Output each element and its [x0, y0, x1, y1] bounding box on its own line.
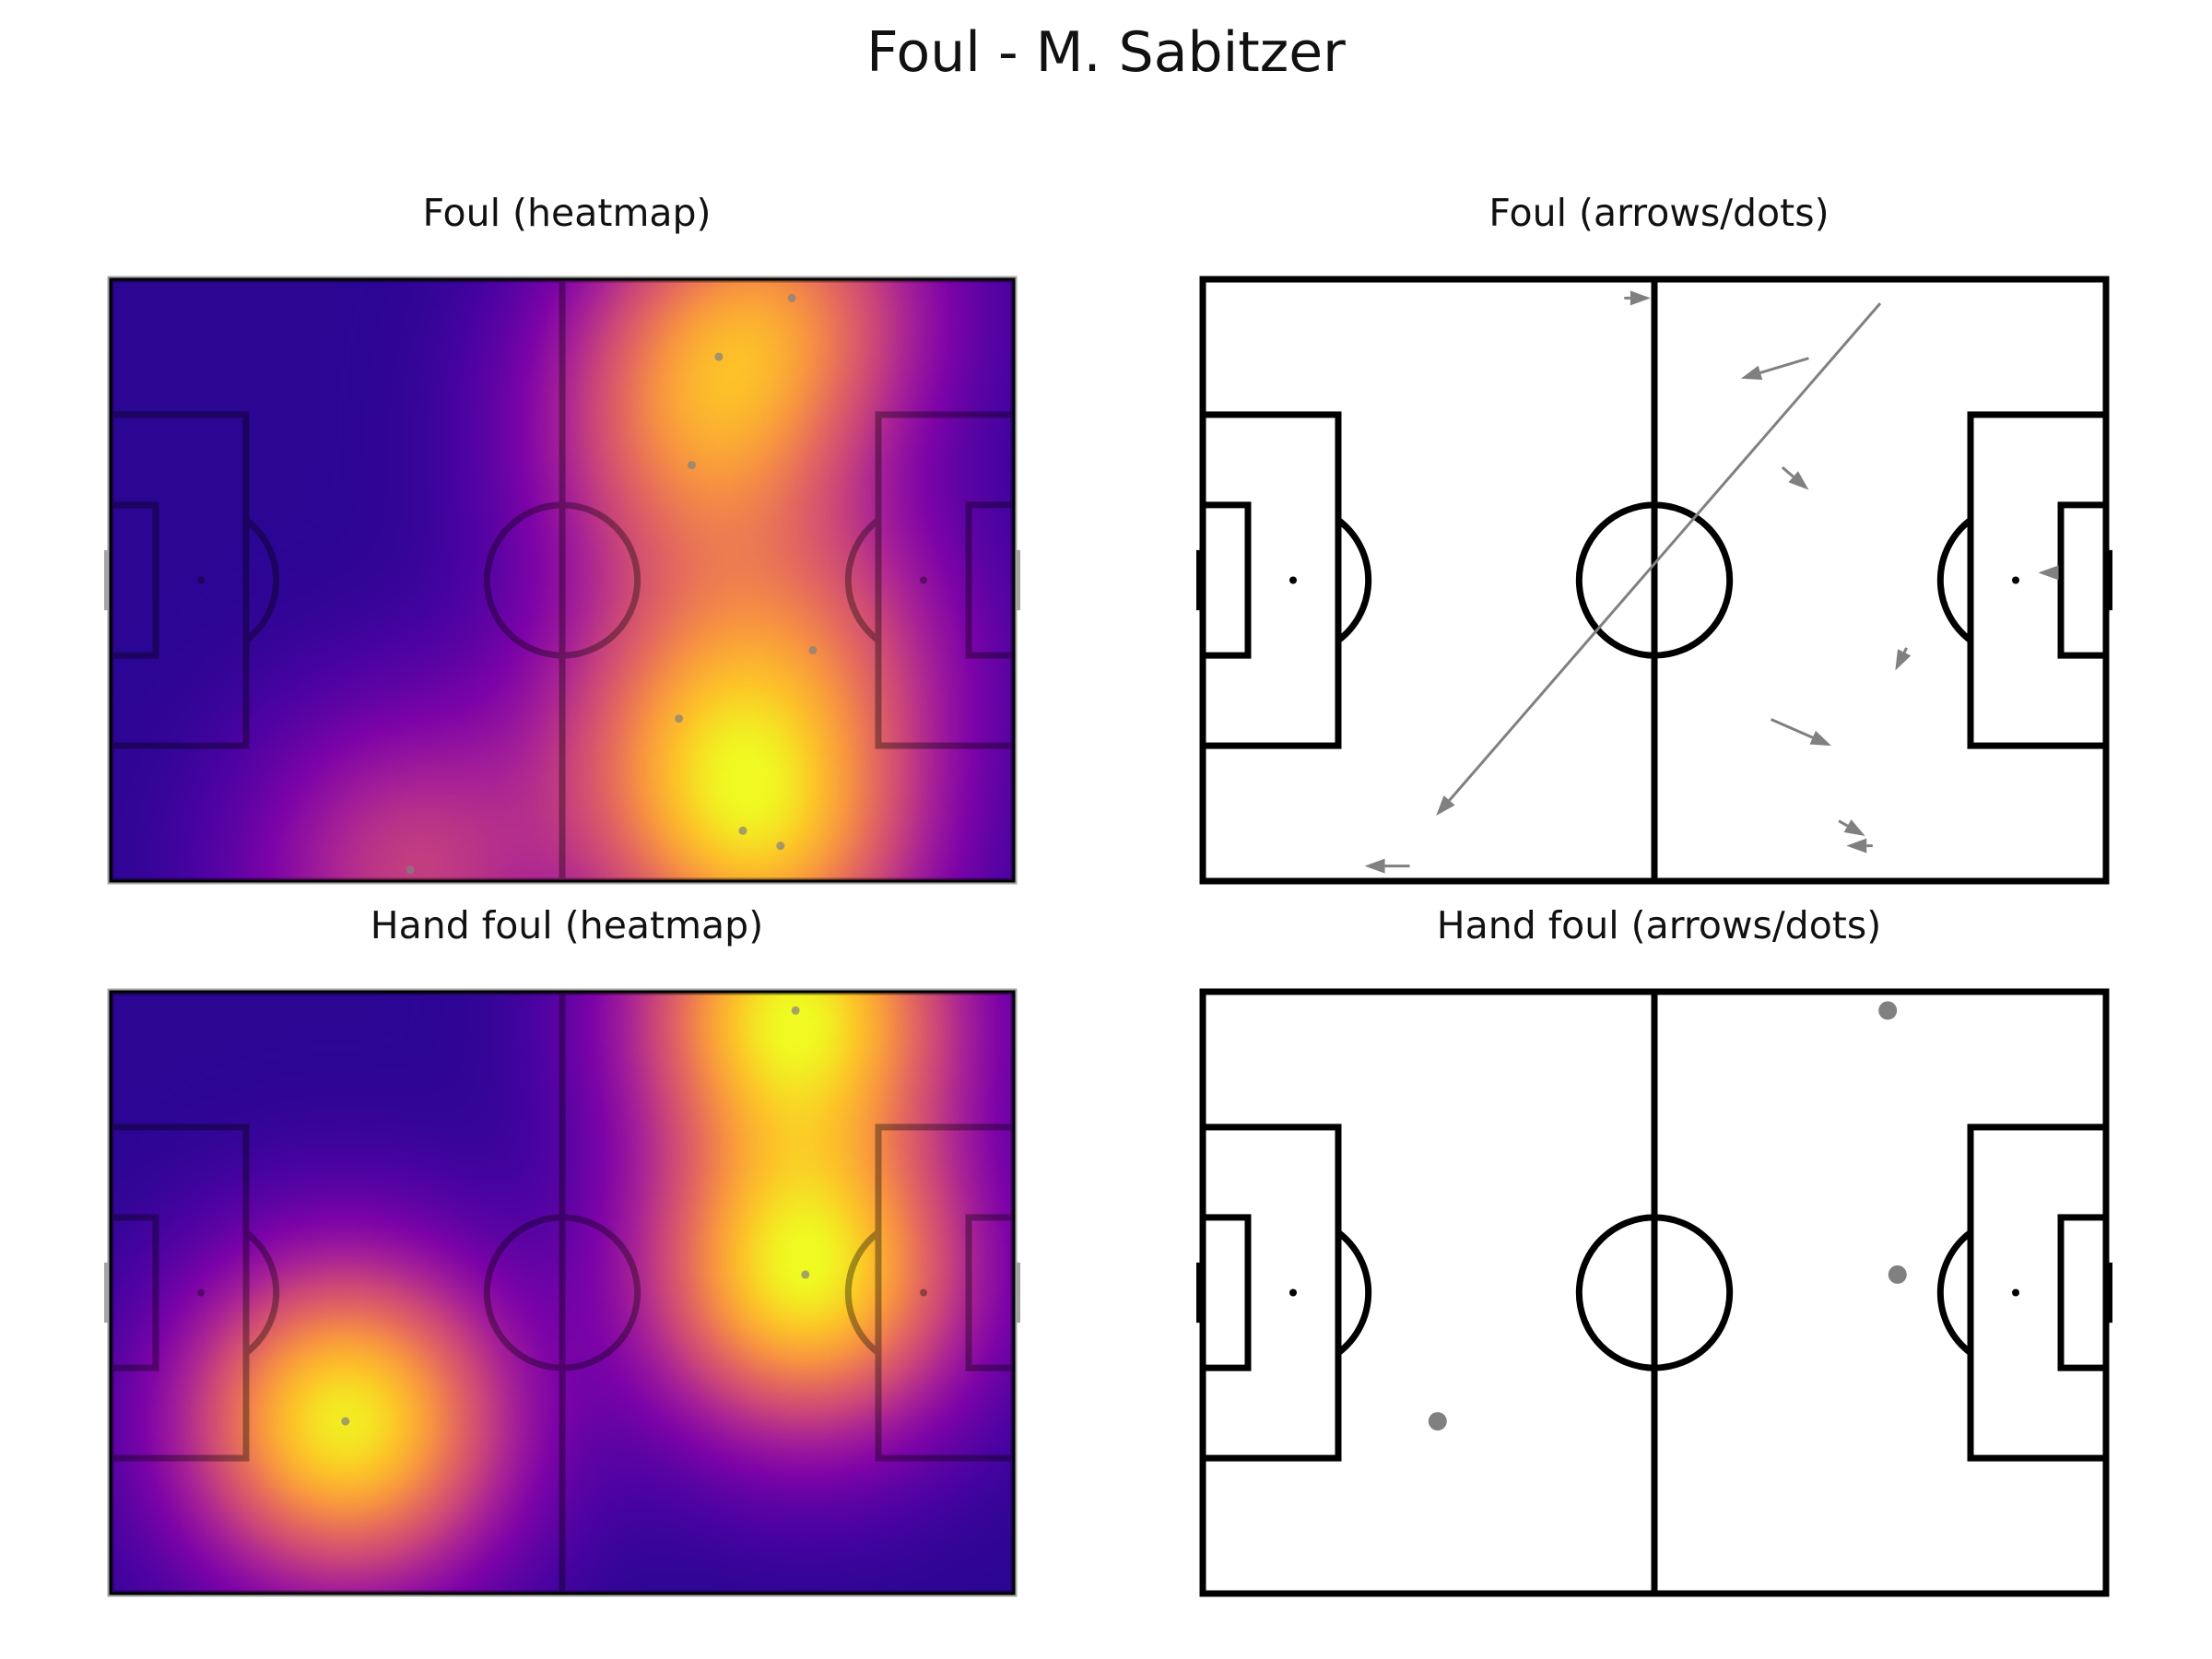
event-point: [808, 645, 818, 654]
penalty-area-left: [1199, 1124, 1342, 1462]
penalty-area-left: [1199, 411, 1342, 749]
event-point: [791, 1006, 800, 1015]
goal-right: [2104, 549, 2112, 611]
six-yard-box-left: [1199, 1214, 1252, 1371]
six-yard-box-left: [1199, 501, 1252, 659]
penalty-arc-right: [844, 1230, 881, 1356]
pitch-markings: [1196, 276, 2112, 885]
foul-arrow: [1838, 819, 1865, 837]
penalty-area-right: [1967, 1124, 2110, 1462]
foul-dot: [1888, 1265, 1907, 1284]
penalty-arc-left: [1335, 517, 1372, 643]
panel-title-hand-foul-dots: Hand foul (arrows/dots): [1436, 903, 1882, 947]
event-point: [406, 865, 415, 875]
plot-frame: [109, 990, 1016, 1595]
foul-arrow: [1895, 647, 1912, 671]
foul-arrow: [1846, 838, 1873, 853]
center-circle: [483, 1214, 641, 1371]
penalty-spot-right: [920, 576, 927, 584]
foul-arrow: [1740, 357, 1809, 381]
center-circle: [1575, 501, 1734, 659]
penalty-area-right: [1967, 411, 2110, 749]
penalty-spot-right: [2012, 1288, 2019, 1297]
penalty-spot-left: [1289, 1288, 1297, 1297]
main-title: Foul - M. Sabitzer: [866, 20, 1346, 85]
foul-arrow: [1436, 302, 1882, 816]
center-circle: [483, 501, 641, 659]
panel-title-foul-arrows: Foul (arrows/dots): [1488, 191, 1830, 235]
panel-title-hand-foul-heatmap: Hand foul (heatmap): [370, 903, 764, 947]
foul-arrow: [2038, 565, 2059, 581]
panel-title-foul-heatmap: Foul (heatmap): [422, 191, 712, 235]
goal-left: [1196, 1262, 1205, 1324]
goal-right: [1012, 1262, 1020, 1324]
penalty-spot-left: [197, 1288, 205, 1297]
six-yard-box-right: [2057, 1214, 2110, 1371]
penalty-arc-right: [1936, 517, 1973, 643]
foul-dot: [1878, 1001, 1898, 1020]
foul-arrows-pitch: [1196, 276, 2112, 885]
plot-frame: [109, 277, 1016, 883]
penalty-spot-right: [2012, 576, 2019, 584]
goal-left: [1196, 549, 1205, 611]
foul-heatmap-pitch: [104, 276, 1020, 885]
goal-left: [104, 1262, 112, 1324]
penalty-arc-left: [243, 517, 280, 643]
penalty-spot-left: [1289, 576, 1297, 584]
penalty-arc-right: [844, 517, 881, 643]
event-point: [738, 826, 747, 835]
penalty-arc-left: [1335, 1230, 1372, 1356]
event-point: [687, 461, 696, 470]
foul-arrow: [1770, 718, 1831, 747]
goal-right: [1012, 549, 1020, 611]
penalty-spot-left: [197, 576, 205, 584]
event-point: [675, 714, 684, 724]
goal-left: [104, 549, 112, 611]
event-point: [787, 293, 796, 302]
foul-arrow: [1624, 290, 1651, 306]
heatmap-density: [111, 992, 1014, 1594]
foul-arrow: [1781, 465, 1809, 490]
event-point: [714, 352, 724, 361]
event-point: [801, 1270, 810, 1279]
center-circle: [1575, 1214, 1734, 1371]
event-point: [341, 1417, 350, 1426]
goal-right: [2104, 1262, 2112, 1324]
penalty-arc-right: [1936, 1230, 1973, 1356]
six-yard-box-right: [2057, 501, 2110, 659]
event-point: [776, 841, 785, 851]
foul-arrow: [1364, 858, 1410, 874]
heatmap-density: [111, 279, 1014, 881]
pitch-markings: [1196, 988, 2112, 1597]
penalty-arc-left: [243, 1230, 280, 1356]
hand-foul-dots-pitch: [1196, 988, 2112, 1597]
foul-dot: [1428, 1412, 1447, 1431]
penalty-spot-right: [920, 1288, 927, 1297]
hand-foul-heatmap-pitch: [104, 988, 1020, 1597]
